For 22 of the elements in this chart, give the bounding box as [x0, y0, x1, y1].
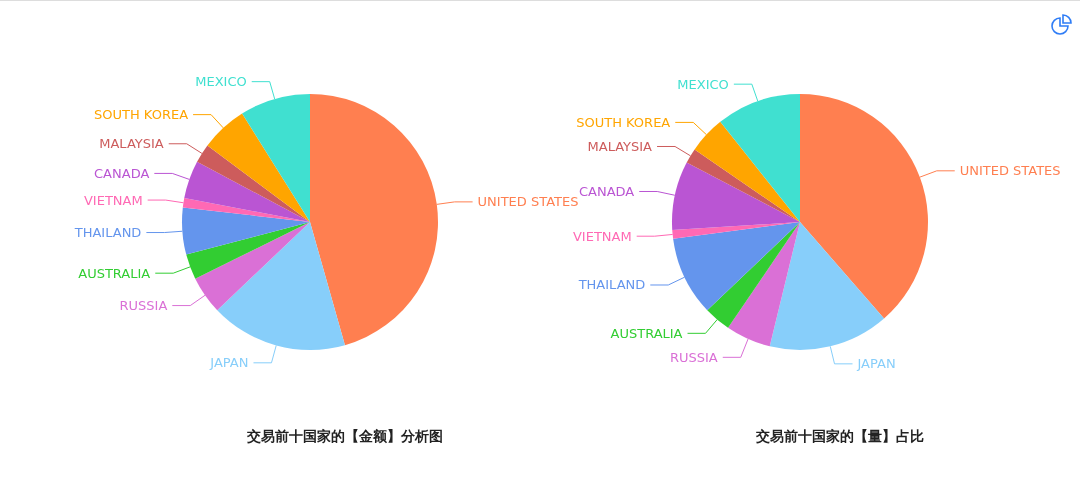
slice-label: MEXICO [195, 74, 247, 90]
slice-label: JAPAN [209, 355, 249, 371]
slice-label: MEXICO [677, 76, 729, 92]
slice-label: MALAYSIA [587, 139, 653, 154]
slice-label: THAILAND [73, 225, 142, 241]
slice-label: UNITED STATES [959, 163, 1061, 179]
slice-label: RUSSIA [119, 298, 168, 314]
slice-label: THAILAND [577, 277, 646, 293]
text: 交易前十国家的【金额】分析图 [246, 428, 443, 444]
slice-label: VIETNAM [572, 228, 632, 244]
slice-label: VIETNAM [83, 192, 143, 208]
slice-label: SOUTH KOREA [576, 114, 671, 130]
slice-label: CANADA [94, 165, 150, 181]
slice-label: SOUTH KOREA [94, 107, 189, 123]
slice-label: MALAYSIA [99, 136, 164, 152]
slice-label: UNITED STATES [477, 194, 579, 210]
slice-label: AUSTRALIA [610, 325, 683, 341]
slice-label: JAPAN [856, 356, 896, 372]
slice-label: AUSTRALIA [78, 265, 151, 281]
text: 交易前十国家的【量】占比 [755, 428, 924, 444]
slice-label: CANADA [578, 184, 635, 199]
slice-label: RUSSIA [669, 349, 718, 365]
